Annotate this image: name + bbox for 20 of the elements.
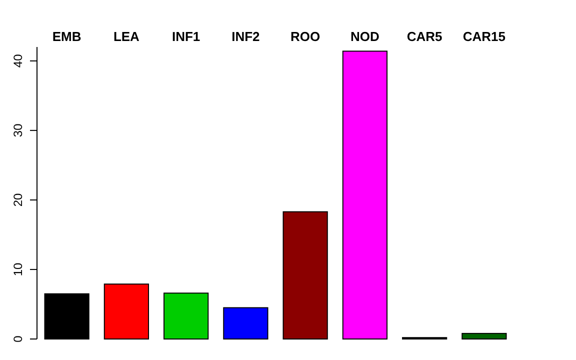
bar	[44, 293, 90, 340]
y-tick-label: 30	[11, 123, 25, 138]
bar	[282, 211, 328, 340]
x-tick-label: ROO	[290, 29, 320, 44]
y-tick-label: 20	[11, 192, 25, 207]
bar	[164, 292, 209, 340]
x-tick-label: INF2	[232, 29, 260, 44]
bar	[462, 332, 507, 340]
y-tick-label: 40	[11, 54, 25, 68]
y-tick-label: 10	[11, 262, 25, 276]
x-tick-label: EMB	[52, 29, 82, 44]
x-tick-label: CAR15	[462, 29, 506, 44]
x-tick-label: NOD	[350, 29, 380, 44]
bar	[223, 307, 268, 340]
y-tick-label: 0	[11, 335, 25, 342]
x-tick-label: LEA	[113, 29, 140, 44]
x-tick-label: INF1	[172, 29, 200, 44]
bar	[104, 284, 149, 340]
x-tick-label: CAR5	[406, 29, 442, 44]
bar	[342, 50, 388, 340]
